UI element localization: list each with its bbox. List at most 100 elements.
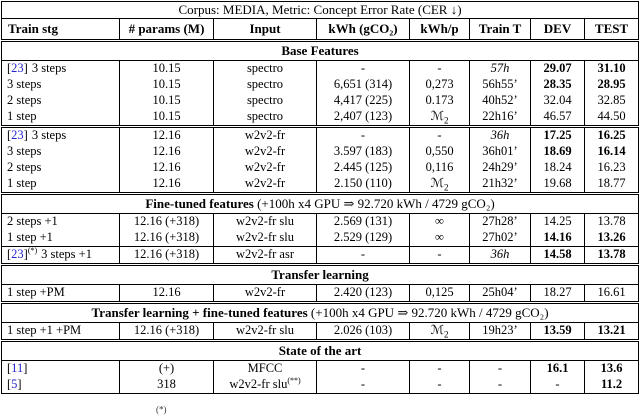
cell-text: 12.16 (+318) [133, 323, 200, 338]
cell-text: 12.16 [152, 128, 181, 143]
cell-params: 10.15 [119, 77, 214, 93]
cell-kwh-per-p: ∞ [409, 213, 470, 230]
cell-text: 16.23 [597, 160, 626, 175]
cell-text: spectro [246, 61, 284, 76]
footnote-ref: (**) [287, 377, 301, 386]
cell-text: - [360, 377, 366, 392]
cell-dev: 29.07 [530, 60, 585, 77]
cell-text: 10.15 [152, 93, 181, 108]
citation-link[interactable]: 5 [11, 377, 18, 392]
cell-text: 3 steps [7, 144, 42, 159]
cell-text: 13.78 [597, 247, 626, 262]
header-cell-train-t: Train T [469, 18, 531, 41]
cell-text: 28.95 [597, 77, 626, 92]
cell-text: 0,125 [425, 285, 454, 300]
section-label-bold: Fine-tuned features [145, 196, 254, 212]
cell-text: 2.420 (123) [333, 285, 393, 300]
section-label: State of the art [0, 339, 640, 361]
cell-text: 18.77 [597, 176, 626, 191]
cell-text: 0,273 [425, 77, 454, 92]
cell-text: 16.14 [597, 144, 626, 159]
table-title-row: Corpus: MEDIA, Metric: Concept Error Rat… [0, 1, 640, 19]
cell-train-stg: 2 steps [1, 93, 120, 109]
cell-train-t: 24h29’ [469, 160, 531, 176]
table-row: 1 step +1 +PM 12.16 (+318) w2v2-fr slu 2.02… [1, 322, 640, 341]
cell-kwh-gco2: - [316, 60, 410, 77]
cell-params: 10.15 [119, 93, 214, 109]
cell-kwh-gco2: - [316, 246, 410, 265]
table-row: 3 steps 12.16 w2v2-fr 3.597 (183) 0,550 36h01… [1, 144, 640, 160]
section-row: Fine-tuned features (+100h x4 GPU ⇒ 92.7… [0, 192, 640, 214]
cell-text: 2.026 (103) [333, 323, 393, 338]
cell-input: w2v2-fr slu [213, 230, 317, 247]
cell-text: 46.57 [543, 109, 572, 124]
cell-test: 16.25 [583, 125, 640, 144]
cell-test: 31.10 [583, 60, 640, 77]
cell-input: w2v2-fr [213, 125, 317, 144]
cell-text: - [360, 128, 366, 143]
cell-params: 12.16 (+318) [119, 246, 214, 265]
cell-kwh-per-p: 0.173 [409, 93, 470, 109]
cell-text: - [437, 361, 442, 376]
header-cell-train-stg: Train stg [1, 18, 120, 41]
cell-train-stg: 3 steps [1, 144, 120, 160]
cell-text: 1 step +1 [7, 230, 53, 245]
cell-text: 25h04’ [482, 285, 518, 300]
cell-text: 19.68 [543, 176, 572, 191]
cell-text: 36h01’ [482, 144, 518, 159]
cell-kwh-gco2: 2.569 (131) [316, 213, 410, 230]
cell-text: 3 steps [31, 61, 67, 76]
cell-text: - [497, 361, 503, 376]
cell-text: 19h23’ [482, 323, 518, 338]
results-table-body: Corpus: MEDIA, Metric: Concept Error Rat… [0, 1, 640, 394]
table-row: 2 steps 12.16 w2v2-fr 2.445 (125) 0,116 24h29… [1, 160, 640, 176]
cell-text: 28.35 [543, 77, 572, 92]
cell-train-t: - [469, 360, 531, 377]
cell-text: 2.150 (110) [334, 176, 392, 191]
cell-kwh-per-p: ℳ2 [409, 176, 470, 194]
cell-input: w2v2-fr [213, 176, 317, 194]
cell-dev: 46.57 [530, 109, 585, 127]
cell-text: w2v2-fr [244, 285, 286, 300]
citation-link[interactable]: 11 [11, 361, 24, 376]
citation-link[interactable]: 23 [11, 61, 24, 76]
table-row: 1 step +PM 12.16 w2v2-fr 2.420 (123) 0,125 25… [1, 284, 640, 303]
cell-test: 13.6 [583, 360, 640, 377]
cell-train-stg: 2 steps [1, 160, 120, 176]
cell-text: 16.25 [597, 128, 626, 143]
cell-text: - [437, 247, 442, 262]
cell-text: 13.78 [597, 214, 626, 229]
cell-text: - [497, 377, 503, 392]
cell-test: 32.85 [583, 93, 640, 109]
cell-text: w2v2-fr asr [236, 247, 294, 262]
cell-text: spectro [246, 77, 284, 92]
cell-train-t: 36h [469, 246, 531, 265]
table-row: 1 step 12.16 w2v2-fr 2.150 (110) ℳ2 21h32’ 19.… [1, 176, 640, 194]
cell-text: 29.07 [543, 61, 572, 76]
cell-kwh-gco2: - [316, 125, 410, 144]
cell-text: 2 steps +1 [7, 214, 58, 229]
cell-text: 13.21 [597, 323, 626, 338]
cell-test: 11.2 [583, 377, 640, 394]
cell-text: - [360, 61, 366, 76]
cell-kwh-per-p: 0,550 [409, 144, 470, 160]
cell-text: 2 steps [7, 160, 42, 175]
cell-text: 17.25 [543, 128, 572, 143]
cell-dev: 17.25 [530, 125, 585, 144]
cell-text: 3 steps +1 [41, 247, 92, 262]
cell-train-stg: [23] 3 steps [1, 125, 120, 144]
cell-text: spectro [246, 93, 284, 108]
header-cell-kwh-per-p: kWh/p [409, 18, 470, 41]
cell-train-t: 21h32’ [469, 176, 531, 194]
cell-kwh-gco2: 3.597 (183) [316, 144, 410, 160]
cell-text: 11.2 [600, 377, 623, 392]
cell-text: 32.04 [543, 93, 572, 108]
cell-text: 36h [490, 128, 510, 143]
cell-text: w2v2-fr slu [229, 377, 288, 392]
section-label: Transfer learning [0, 263, 640, 285]
cell-text: 12.16 [152, 176, 181, 191]
citation-link[interactable]: 23 [11, 128, 24, 143]
citation-link[interactable]: 23 [11, 247, 24, 262]
section-label-bold: Transfer learning [271, 267, 369, 283]
header-cell-params: # params (M) [119, 18, 214, 41]
